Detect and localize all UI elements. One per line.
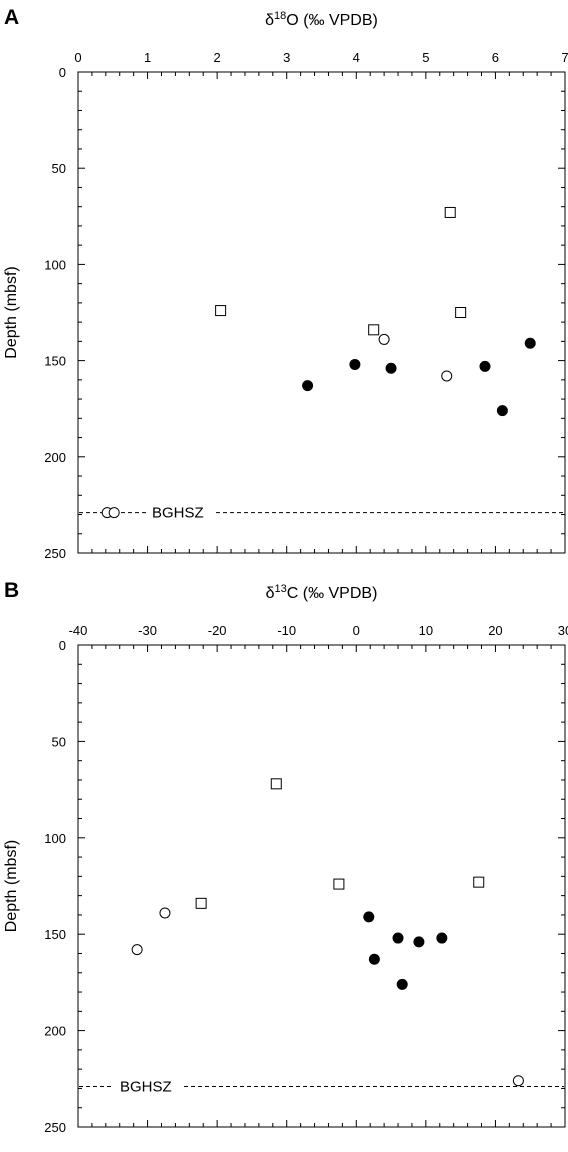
y-tick-label: 100 (44, 831, 66, 846)
panel-letter: B (4, 579, 19, 602)
plot-frame (77, 71, 566, 554)
data-point-filled-circle (413, 936, 425, 948)
y-tick-label: 150 (44, 927, 66, 942)
x-tick-label: 5 (422, 50, 429, 65)
x-tick-label: 6 (492, 50, 499, 65)
x-tick-label: -30 (138, 623, 157, 638)
x-tick-label: 30 (558, 623, 568, 638)
data-point-filled-circle (363, 911, 375, 923)
y-tick-label: 250 (44, 546, 66, 561)
x-tick-label: -10 (277, 623, 296, 638)
x-tick-label: 0 (353, 623, 360, 638)
y-tick-label: 0 (59, 638, 66, 653)
data-point-open-square (270, 778, 282, 790)
data-point-filled-circle (302, 380, 314, 392)
data-point-open-square (368, 324, 380, 336)
x-tick-label: -40 (69, 623, 88, 638)
data-point-open-square (455, 307, 467, 318)
y-tick-label: 150 (44, 354, 66, 369)
x-tick-label: -20 (208, 623, 227, 638)
x-tick-label: 7 (561, 50, 568, 65)
panel-letter: A (4, 6, 19, 29)
y-tick-label: 200 (44, 1024, 66, 1039)
x-tick-label: 2 (214, 50, 221, 65)
data-point-open-circle (159, 907, 171, 919)
x-tick-label: 0 (74, 50, 81, 65)
data-point-open-circle (441, 370, 453, 382)
y-tick-label: 50 (52, 161, 66, 176)
x-tick-label: 4 (353, 50, 360, 65)
data-point-open-square (473, 876, 485, 888)
data-point-filled-circle (385, 362, 397, 374)
x-tick-label: 1 (144, 50, 151, 65)
x-tick-label: 3 (283, 50, 290, 65)
data-point-filled-circle (436, 932, 448, 944)
y-tick-label: 200 (44, 450, 66, 465)
y-axis-title: Depth (mbsf) (3, 840, 20, 932)
y-tick-label: 50 (52, 734, 66, 749)
data-point-open-circle (512, 1075, 524, 1087)
reference-line-label: BGHSZ (120, 1079, 172, 1096)
data-point-open-circle (108, 507, 120, 519)
reference-line-label: BGHSZ (152, 505, 204, 522)
data-point-filled-circle (524, 337, 536, 349)
data-point-open-square (444, 206, 456, 218)
x-tick-label: 20 (488, 623, 502, 638)
data-point-open-square (333, 878, 345, 890)
data-point-open-circle (378, 333, 390, 345)
y-axis-title: Depth (mbsf) (3, 266, 20, 358)
data-point-filled-circle (496, 405, 508, 417)
data-point-open-square (215, 305, 227, 317)
data-point-open-circle (131, 944, 143, 956)
data-point-filled-circle (368, 953, 380, 965)
data-point-filled-circle (396, 978, 408, 990)
y-tick-label: 100 (44, 257, 66, 272)
data-point-filled-circle (392, 932, 404, 944)
x-axis-title: δ13C (‰ VPDB) (266, 583, 378, 602)
plot-frame (77, 644, 566, 1128)
y-tick-label: 250 (44, 1120, 66, 1135)
x-tick-label: 10 (419, 623, 433, 638)
x-axis-title: δ18O (‰ VPDB) (265, 10, 378, 29)
data-point-filled-circle (479, 360, 491, 372)
y-tick-label: 0 (59, 65, 66, 80)
data-point-filled-circle (349, 358, 361, 370)
data-point-open-square (195, 897, 207, 909)
